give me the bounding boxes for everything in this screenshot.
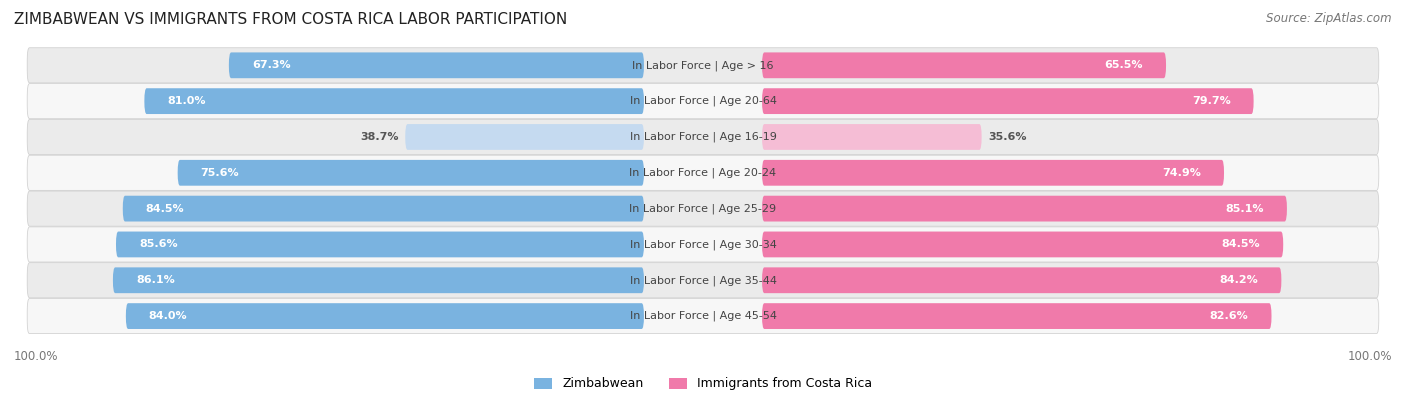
FancyBboxPatch shape (762, 124, 981, 150)
Text: 67.3%: 67.3% (252, 60, 291, 70)
Text: In Labor Force | Age 20-64: In Labor Force | Age 20-64 (630, 96, 776, 106)
Legend: Zimbabwean, Immigrants from Costa Rica: Zimbabwean, Immigrants from Costa Rica (529, 372, 877, 395)
Text: 84.2%: 84.2% (1219, 275, 1258, 285)
FancyBboxPatch shape (762, 303, 1271, 329)
Text: ZIMBABWEAN VS IMMIGRANTS FROM COSTA RICA LABOR PARTICIPATION: ZIMBABWEAN VS IMMIGRANTS FROM COSTA RICA… (14, 12, 567, 27)
Text: 74.9%: 74.9% (1163, 168, 1201, 178)
FancyBboxPatch shape (27, 227, 1379, 262)
FancyBboxPatch shape (145, 88, 644, 114)
FancyBboxPatch shape (27, 299, 1379, 334)
Text: 75.6%: 75.6% (201, 168, 239, 178)
FancyBboxPatch shape (177, 160, 644, 186)
Text: Source: ZipAtlas.com: Source: ZipAtlas.com (1267, 12, 1392, 25)
Text: 84.5%: 84.5% (1222, 239, 1260, 249)
Text: 81.0%: 81.0% (167, 96, 205, 106)
FancyBboxPatch shape (117, 231, 644, 257)
FancyBboxPatch shape (762, 231, 1284, 257)
FancyBboxPatch shape (112, 267, 644, 293)
Text: In Labor Force | Age 16-19: In Labor Force | Age 16-19 (630, 132, 776, 142)
FancyBboxPatch shape (27, 119, 1379, 154)
FancyBboxPatch shape (405, 124, 644, 150)
FancyBboxPatch shape (27, 155, 1379, 190)
Text: In Labor Force | Age 25-29: In Labor Force | Age 25-29 (630, 203, 776, 214)
Text: 65.5%: 65.5% (1105, 60, 1143, 70)
Text: 85.6%: 85.6% (139, 239, 177, 249)
FancyBboxPatch shape (27, 84, 1379, 118)
Text: 84.5%: 84.5% (146, 203, 184, 214)
FancyBboxPatch shape (762, 53, 1166, 78)
Text: In Labor Force | Age > 16: In Labor Force | Age > 16 (633, 60, 773, 71)
Text: In Labor Force | Age 30-34: In Labor Force | Age 30-34 (630, 239, 776, 250)
Text: 100.0%: 100.0% (1347, 350, 1392, 363)
Text: 85.1%: 85.1% (1226, 203, 1264, 214)
FancyBboxPatch shape (762, 196, 1286, 222)
FancyBboxPatch shape (762, 160, 1225, 186)
Text: 79.7%: 79.7% (1192, 96, 1230, 106)
FancyBboxPatch shape (762, 267, 1281, 293)
Text: In Labor Force | Age 35-44: In Labor Force | Age 35-44 (630, 275, 776, 286)
FancyBboxPatch shape (229, 53, 644, 78)
Text: In Labor Force | Age 45-54: In Labor Force | Age 45-54 (630, 311, 776, 322)
Text: 100.0%: 100.0% (14, 350, 59, 363)
FancyBboxPatch shape (762, 88, 1254, 114)
Text: 86.1%: 86.1% (136, 275, 174, 285)
FancyBboxPatch shape (27, 48, 1379, 83)
FancyBboxPatch shape (27, 191, 1379, 226)
Text: 84.0%: 84.0% (149, 311, 187, 321)
FancyBboxPatch shape (122, 196, 644, 222)
FancyBboxPatch shape (27, 263, 1379, 298)
Text: In Labor Force | Age 20-24: In Labor Force | Age 20-24 (630, 167, 776, 178)
Text: 38.7%: 38.7% (360, 132, 399, 142)
Text: 35.6%: 35.6% (988, 132, 1026, 142)
FancyBboxPatch shape (127, 303, 644, 329)
Text: 82.6%: 82.6% (1209, 311, 1249, 321)
